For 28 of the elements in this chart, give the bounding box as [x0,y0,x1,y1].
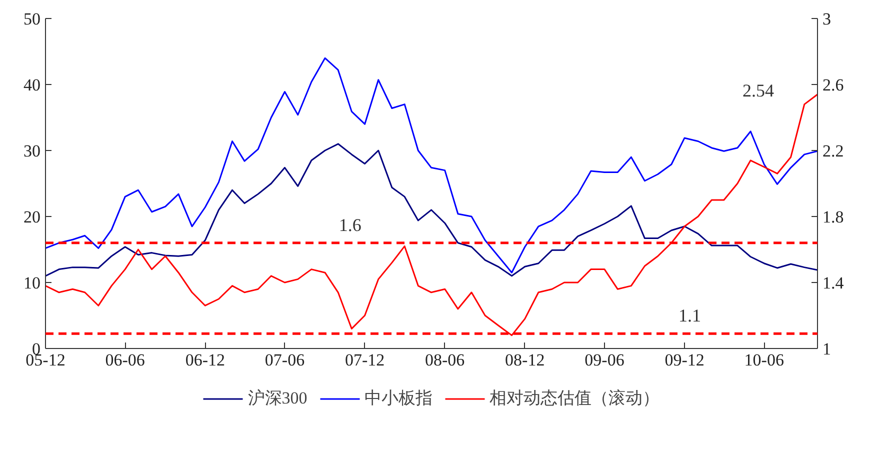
y-tick-label: 10 [24,274,40,292]
x-tick-label: 06-06 [105,350,145,370]
x-tick-label: 08-12 [505,350,545,370]
y2-tick-label: 2.6 [822,76,844,94]
line-series [46,57,818,274]
legend-label: 相对动态估值（滚动） [489,388,660,410]
y2-tick-label: 1.8 [822,208,844,226]
annotation: 2.54 [742,80,774,100]
x-tick-label: 07-06 [264,350,305,370]
ref-line-label: 1.6 [338,214,362,235]
x-tick-label: 06-12 [185,350,225,370]
y-tick-label: 40 [24,76,40,94]
y2-tick-label: 2.2 [822,142,844,160]
x-tick-label: 09-12 [664,350,704,370]
y2-tick-label: 1.4 [822,274,844,292]
x-tick-label: 09-06 [584,350,624,370]
legend-label: 沪深300 [248,388,308,410]
line-series [46,143,818,277]
x-tick-label: 10-06 [744,350,784,370]
y2-tick-label: 1 [822,340,831,358]
x-tick-label: 08-06 [425,350,465,370]
x-tick-label: 07-12 [344,350,385,370]
y-tick-label: 30 [24,142,40,160]
legend-label: 中小板指 [364,388,432,410]
y2-tick-label: 3 [822,10,831,28]
y-tick-label: 20 [24,208,40,226]
ref-line-label: 1.1 [678,306,702,326]
y-tick-label: 50 [24,10,40,28]
